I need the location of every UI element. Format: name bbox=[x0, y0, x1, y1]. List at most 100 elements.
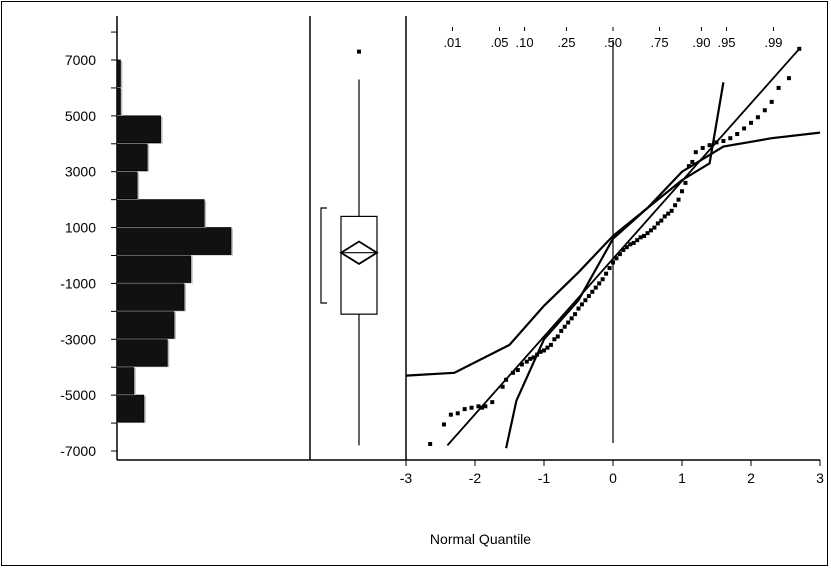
quantile-data-point bbox=[680, 189, 684, 194]
quantile-data-point bbox=[607, 266, 612, 271]
quantile-data-point bbox=[614, 256, 619, 261]
y-axis: 7000 5000 3000 1000 -1000 -3000 -5000 -7000 bbox=[60, 31, 117, 459]
y-tick-label: 1000 bbox=[65, 220, 96, 236]
probability-tick-label: .95 bbox=[717, 35, 735, 50]
quantile-data-point bbox=[628, 242, 633, 247]
quantile-data-point bbox=[642, 233, 647, 238]
quantile-data-point bbox=[552, 337, 557, 342]
quantile-data-point bbox=[645, 231, 650, 236]
histogram-bar bbox=[116, 366, 135, 395]
y-tick-label: -5000 bbox=[60, 387, 96, 403]
x-tick-label: -1 bbox=[538, 470, 551, 486]
quantile-data-point bbox=[776, 85, 781, 90]
quantile-data-point bbox=[535, 352, 540, 357]
quantile-data-point bbox=[504, 377, 509, 382]
histogram-bar bbox=[116, 87, 121, 116]
probability-tick-label: .90 bbox=[692, 35, 710, 50]
histogram-bar bbox=[116, 115, 161, 144]
histogram-bar bbox=[116, 171, 138, 200]
probability-tick-label: .10 bbox=[516, 35, 534, 50]
y-tick-label: 7000 bbox=[65, 52, 96, 68]
y-tick-label: -1000 bbox=[60, 275, 96, 291]
quantile-data-point bbox=[749, 120, 753, 125]
quantile-data-point bbox=[686, 164, 691, 169]
quantile-data-point bbox=[617, 252, 622, 257]
quantile-data-point bbox=[728, 136, 733, 141]
quantile-data-point bbox=[542, 348, 546, 353]
x-axis-title: Normal Quantile bbox=[429, 531, 532, 547]
quantile-data-point bbox=[490, 400, 495, 405]
x-tick-label: 3 bbox=[816, 470, 824, 486]
confidence-band-upper bbox=[505, 131, 821, 449]
quantile-data-point bbox=[515, 368, 520, 373]
quantile-data-point bbox=[576, 306, 581, 311]
quantile-data-point bbox=[528, 356, 533, 361]
shortest-half-bracket bbox=[320, 207, 327, 304]
quantile-data-point bbox=[659, 218, 664, 223]
histogram-bar bbox=[116, 255, 192, 283]
probability-tick-label: .50 bbox=[604, 35, 622, 50]
quantile-data-point bbox=[742, 126, 747, 131]
quantile-data-point bbox=[555, 334, 560, 339]
quantile-data-point bbox=[635, 238, 640, 243]
y-tick-label: 3000 bbox=[65, 164, 96, 180]
quantile-data-point bbox=[479, 405, 484, 410]
x-axis: -3 -2 -1 0 1 2 3 bbox=[400, 460, 824, 486]
quantile-data-point bbox=[652, 225, 657, 230]
quantile-data-point bbox=[604, 271, 609, 276]
quantile-data-point bbox=[662, 214, 667, 219]
quantile-data-point bbox=[441, 422, 446, 427]
quantile-data-point bbox=[683, 180, 688, 185]
quantile-data-point bbox=[586, 293, 591, 298]
quantile-data-point bbox=[669, 208, 674, 213]
histogram bbox=[116, 59, 233, 424]
quantile-data-point bbox=[510, 370, 515, 375]
probability-tick-label: .75 bbox=[651, 35, 669, 50]
quantile-data-point bbox=[666, 211, 671, 216]
y-tick-label: 5000 bbox=[65, 108, 96, 124]
quantile-data-point bbox=[590, 289, 595, 294]
quantile-data-point bbox=[428, 442, 433, 447]
quantile-data-point bbox=[538, 349, 543, 354]
histogram-bar bbox=[116, 199, 205, 227]
probability-tick-label: .01 bbox=[443, 35, 461, 50]
y-tick-label: -3000 bbox=[60, 331, 96, 347]
quantile-data-point bbox=[707, 143, 712, 148]
probability-tick-label: .25 bbox=[557, 35, 575, 50]
quantile-data-point bbox=[735, 132, 740, 137]
quantile-data-point bbox=[690, 159, 695, 164]
quantile-data-point bbox=[597, 281, 602, 286]
quantile-data-point bbox=[519, 362, 524, 367]
quantile-data-point bbox=[455, 411, 460, 416]
quantile-data-point bbox=[797, 46, 802, 51]
histogram-bar bbox=[116, 143, 148, 172]
quantile-data-point bbox=[700, 145, 705, 150]
x-tick-label: 0 bbox=[609, 470, 617, 486]
quantile-data-point bbox=[476, 404, 481, 409]
quantile-data-point bbox=[545, 345, 550, 350]
quantile-data-point bbox=[559, 328, 564, 333]
normal-fit-line bbox=[446, 48, 800, 446]
quantile-data-point bbox=[621, 247, 626, 252]
quantile-data-point bbox=[583, 298, 588, 303]
x-tick-label: 2 bbox=[747, 470, 755, 486]
quantile-data-point bbox=[755, 115, 760, 120]
histogram-bar bbox=[116, 338, 168, 367]
quantile-data-point bbox=[762, 108, 767, 113]
x-tick-label: 1 bbox=[678, 470, 686, 486]
quantile-data-point bbox=[531, 355, 536, 360]
quantile-data-point bbox=[566, 320, 571, 325]
quantile-data-point bbox=[769, 99, 774, 104]
quantile-data-point bbox=[462, 407, 467, 412]
quantile-data-point bbox=[548, 342, 553, 347]
quantile-data-point bbox=[573, 312, 578, 317]
quantile-data-point bbox=[655, 221, 660, 226]
x-axis-title-row: Normal Quantile bbox=[0, 531, 831, 547]
histogram-bar bbox=[116, 59, 121, 88]
quantile-data-point bbox=[500, 384, 505, 389]
quantile-data-point bbox=[624, 245, 629, 250]
quantile-data-point bbox=[648, 228, 653, 233]
quantile-data-point bbox=[638, 235, 643, 240]
